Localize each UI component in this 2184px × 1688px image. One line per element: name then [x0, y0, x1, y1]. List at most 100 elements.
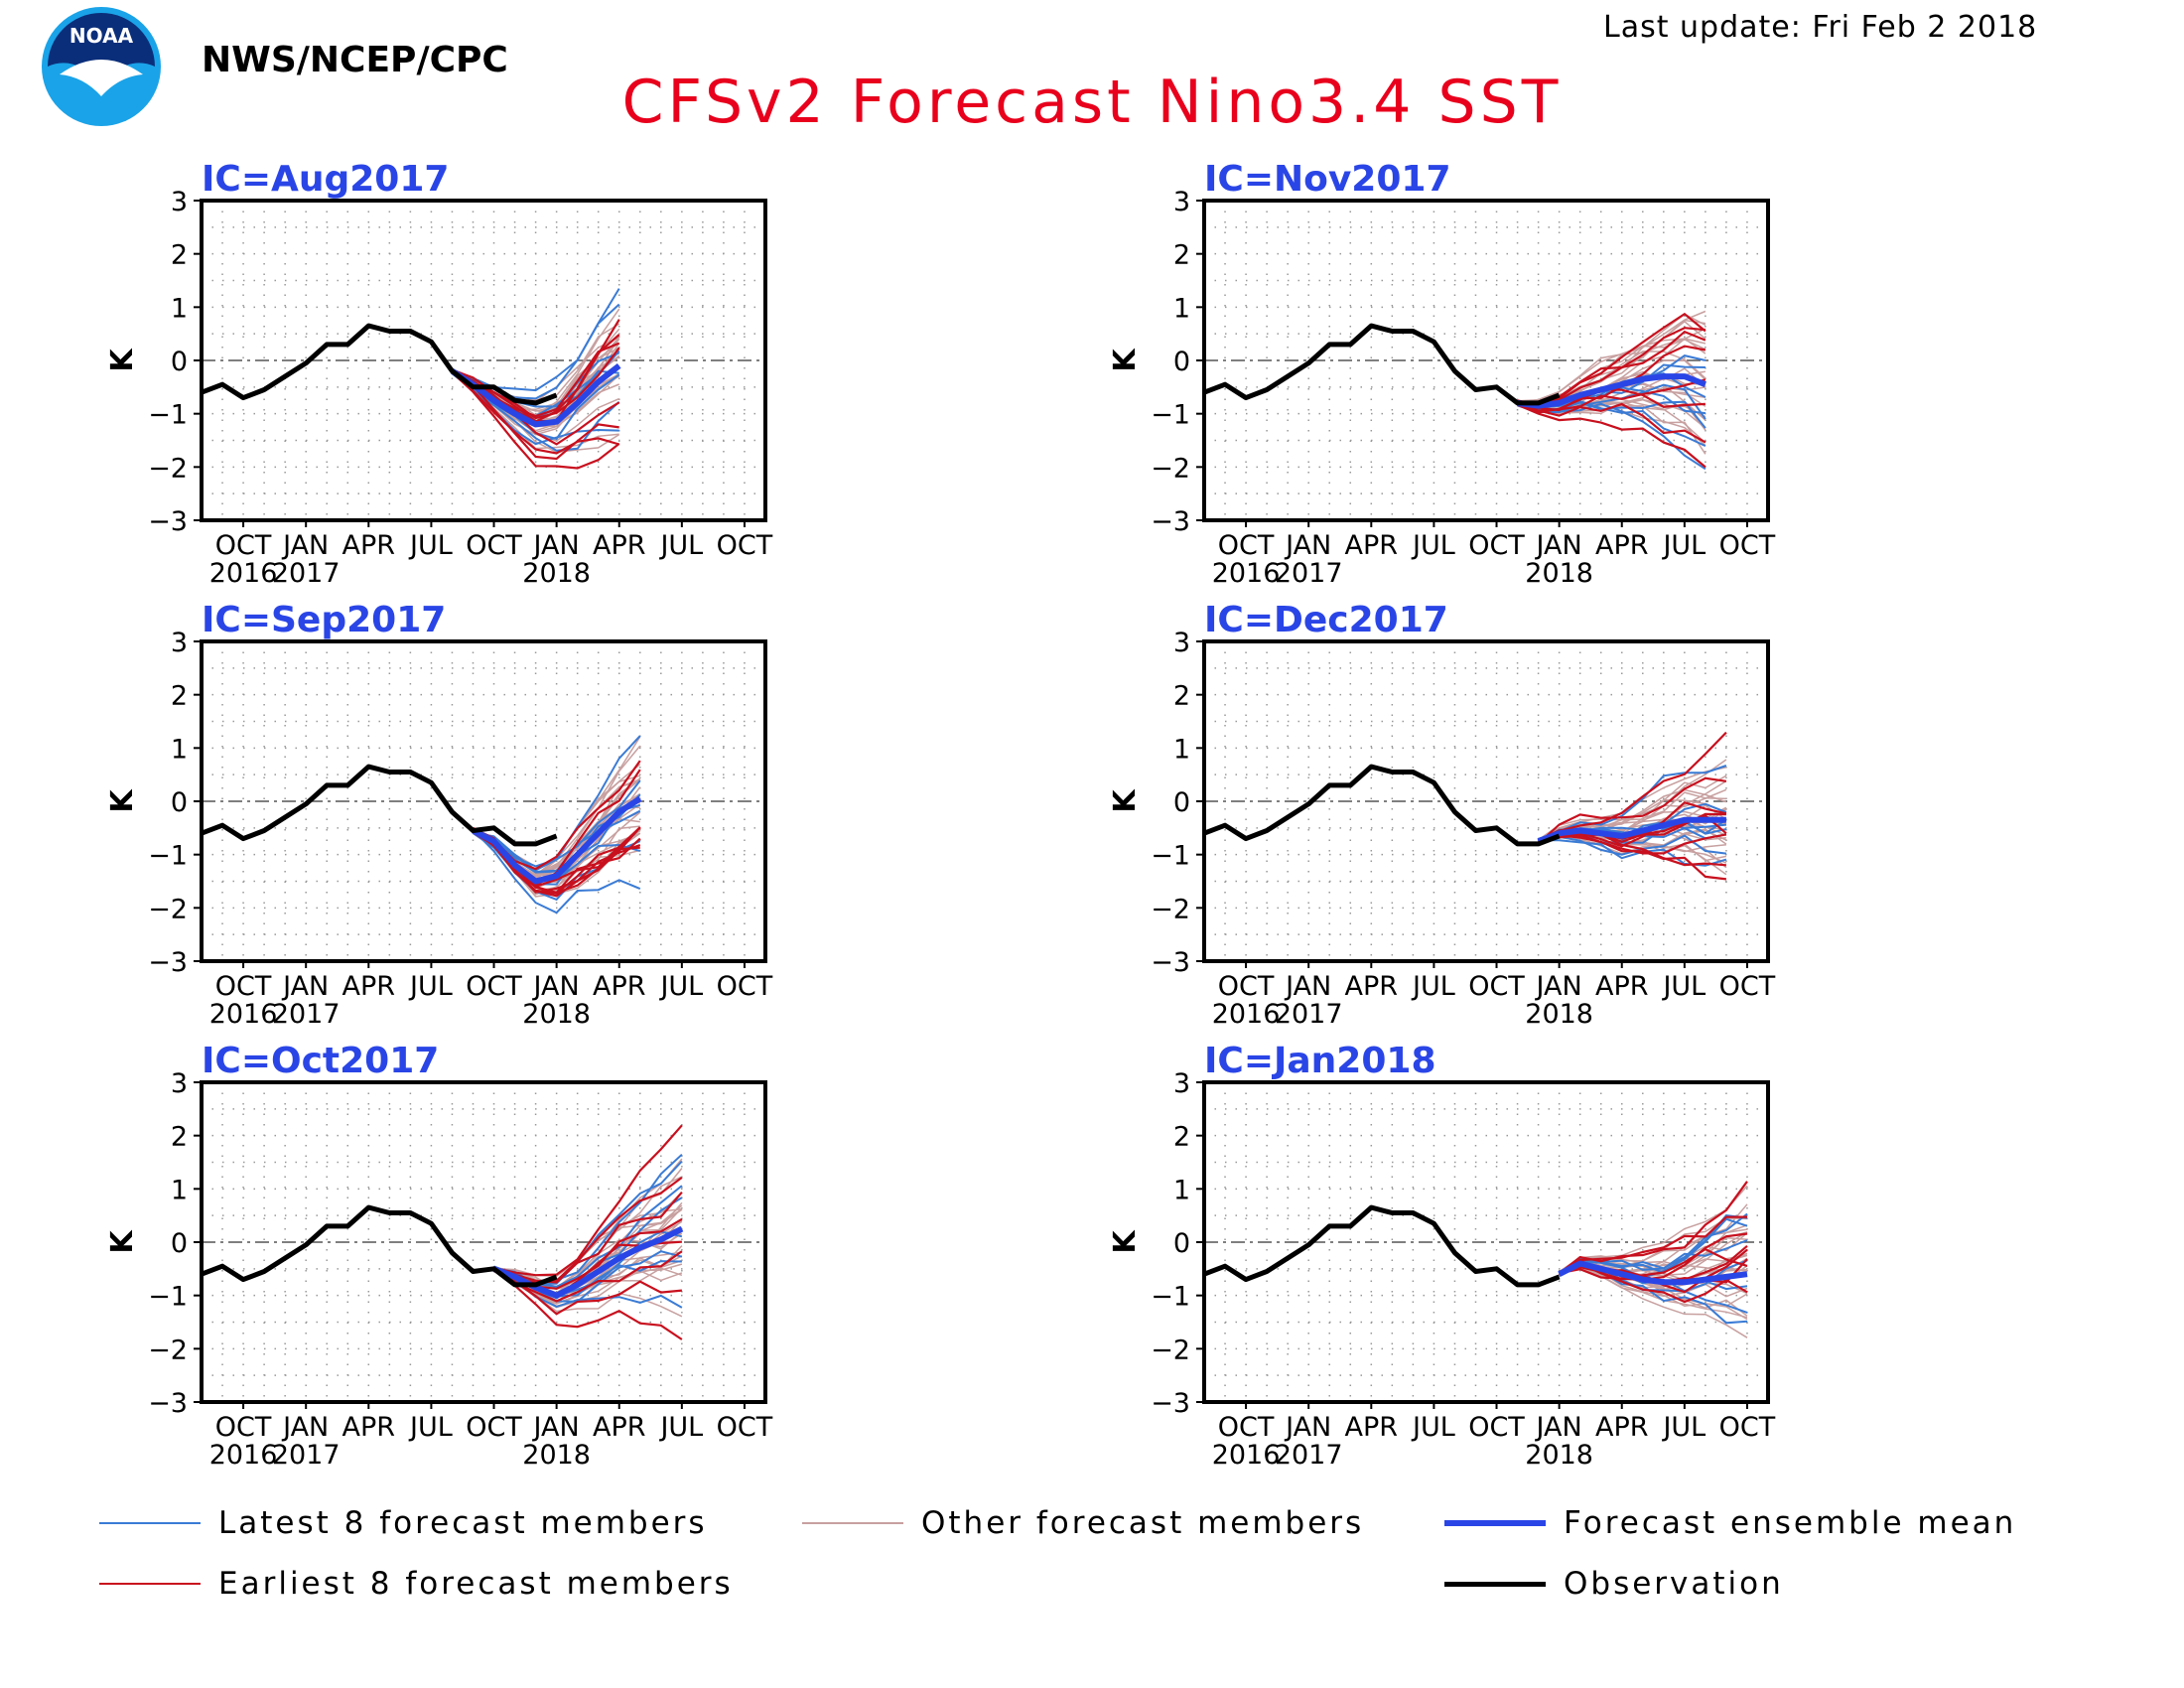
- y-tick-label: 3: [1173, 1068, 1190, 1099]
- panel-frame: [200, 1080, 767, 1404]
- ensemble-mean-line: [1537, 816, 1726, 845]
- earliest-member-line: [1538, 731, 1727, 843]
- x-tick-label: OCT: [1468, 1412, 1525, 1443]
- ensemble-mean-line: [450, 363, 621, 428]
- x-tick-label: APR: [593, 971, 646, 1002]
- panel-title: IC=Dec2017: [1204, 600, 1448, 640]
- x-tick-label: OCT: [1218, 971, 1275, 1002]
- x-tick-label: APR: [1345, 971, 1399, 1002]
- panel-frame: [200, 199, 767, 522]
- x-tick-label: JUL: [658, 1412, 703, 1443]
- y-tick-label: −1: [1151, 1282, 1190, 1313]
- x-tick-label: JAN: [281, 1412, 329, 1443]
- x-tick-year-label: 2018: [522, 1440, 591, 1471]
- x-tick-label: JUL: [1411, 971, 1455, 1002]
- y-tick-label: 2: [171, 240, 188, 271]
- x-tick-label: JAN: [1535, 1412, 1582, 1443]
- earliest-member-line: [1517, 378, 1706, 412]
- y-tick-label: 0: [1173, 1228, 1190, 1259]
- ensemble-members: [492, 1124, 683, 1340]
- x-tick-label: OCT: [466, 971, 522, 1002]
- x-tick-year-label: 2017: [272, 999, 341, 1030]
- observation-line: [1203, 323, 1561, 406]
- x-tick-label: JAN: [281, 971, 329, 1002]
- noaa-logo: NOAA: [42, 7, 161, 126]
- observation-line: [1203, 1204, 1561, 1288]
- ensemble-mean-line: [1517, 373, 1706, 409]
- y-tick-label: 3: [1173, 628, 1190, 658]
- earliest-member-line: [1537, 776, 1727, 845]
- observation-line: [201, 764, 558, 847]
- x-tick-label: APR: [593, 530, 646, 561]
- earliest-member-line: [451, 368, 620, 455]
- x-tick-label: JUL: [408, 971, 453, 1002]
- x-tick-label: OCT: [1218, 530, 1275, 561]
- x-tick-label: APR: [1595, 530, 1649, 561]
- latest-member-line: [472, 829, 641, 914]
- x-tick-label: OCT: [215, 530, 272, 561]
- earliest-member-line: [451, 368, 619, 461]
- x-tick-label: OCT: [717, 971, 773, 1002]
- x-tick-label: APR: [1345, 530, 1399, 561]
- ensemble-mean-line: [492, 1225, 684, 1299]
- last-update-text: Last update: Fri Feb 2 2018: [1603, 10, 2038, 45]
- y-tick-label: −1: [148, 400, 188, 431]
- x-tick-label: JUL: [1411, 1412, 1455, 1443]
- x-tick-year-label: 2016: [1212, 1440, 1281, 1471]
- x-tick-label: OCT: [717, 530, 773, 561]
- x-tick-year-label: 2018: [1525, 1440, 1593, 1471]
- x-tick-label: JUL: [408, 1412, 453, 1443]
- x-tick-label: APR: [342, 971, 396, 1002]
- x-tick-year-label: 2016: [209, 1440, 278, 1471]
- x-tick-year-label: 2016: [1212, 999, 1281, 1030]
- earliest-member-line: [492, 1268, 683, 1316]
- ensemble-members: [1537, 731, 1727, 881]
- panel-frame: [1202, 199, 1770, 522]
- other-member-line: [1559, 1265, 1748, 1338]
- x-tick-label: JAN: [1284, 1412, 1331, 1443]
- y-tick-label: 1: [171, 293, 188, 324]
- x-tick-label: OCT: [466, 530, 522, 561]
- observation-line: [201, 1204, 558, 1288]
- y-tick-label: −2: [1151, 1335, 1190, 1365]
- ensemble-members: [1558, 1181, 1748, 1338]
- x-tick-label: JUL: [658, 971, 703, 1002]
- x-tick-year-label: 2018: [1525, 558, 1593, 589]
- x-tick-label: JAN: [1535, 530, 1582, 561]
- x-tick-label: APR: [1345, 1412, 1399, 1443]
- x-tick-year-label: 2017: [1275, 558, 1343, 589]
- x-tick-label: APR: [1595, 971, 1649, 1002]
- earliest-member-line: [451, 371, 620, 470]
- ensemble-mean-line: [472, 795, 642, 885]
- y-tick-label: −3: [1151, 947, 1190, 978]
- x-tick-label: JAN: [1284, 971, 1331, 1002]
- x-tick-label: OCT: [717, 1412, 773, 1443]
- ensemble-members: [472, 735, 641, 914]
- y-tick-label: 0: [171, 1228, 188, 1259]
- y-tick-label: −2: [148, 894, 188, 924]
- y-tick-label: −1: [1151, 400, 1190, 431]
- ensemble-mean-line: [1558, 1260, 1748, 1286]
- svg-text:NOAA: NOAA: [69, 24, 134, 48]
- y-tick-label: −2: [148, 1335, 188, 1365]
- x-tick-label: JAN: [532, 971, 580, 1002]
- x-tick-label: OCT: [215, 971, 272, 1002]
- x-tick-label: JAN: [532, 1412, 580, 1443]
- y-tick-label: 1: [1173, 734, 1190, 765]
- y-tick-label: 2: [1173, 681, 1190, 712]
- panel-title: IC=Sep2017: [202, 600, 446, 640]
- panel-frame: [1202, 1080, 1770, 1404]
- y-tick-label: 2: [171, 1122, 188, 1153]
- latest-member-line: [452, 303, 620, 392]
- observation-line: [201, 323, 558, 406]
- x-tick-label: JUL: [408, 530, 453, 561]
- y-tick-label: 3: [171, 628, 188, 658]
- x-tick-label: APR: [1595, 1412, 1649, 1443]
- earliest-member-line: [492, 1250, 683, 1303]
- observation-line: [1203, 764, 1561, 847]
- x-tick-year-label: 2017: [272, 1440, 341, 1471]
